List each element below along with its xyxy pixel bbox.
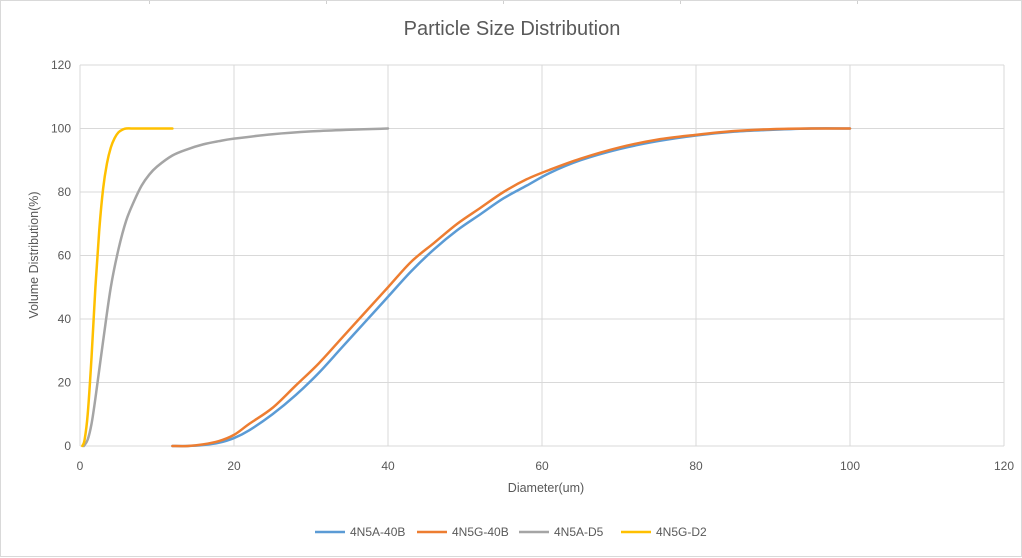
x-tick-label: 80: [689, 459, 703, 473]
y-tick-label: 20: [58, 376, 72, 390]
y-tick-label: 120: [51, 58, 71, 72]
x-tick-label: 60: [535, 459, 549, 473]
y-tick-label: 40: [58, 312, 72, 326]
legend-label: 4N5G-40B: [452, 525, 509, 539]
series-lines: [81, 127, 852, 448]
y-tick-label: 100: [51, 122, 71, 136]
y-axis-label: Volume Distribution(%): [27, 191, 41, 318]
x-tick-label: 20: [227, 459, 241, 473]
x-tick-label: 0: [77, 459, 84, 473]
series-line-4: [81, 127, 174, 448]
y-tick-label: 60: [58, 249, 72, 263]
legend-label: 4N5A-D5: [554, 525, 604, 539]
series-line-2: [171, 127, 852, 448]
legend: 4N5A-40B 4N5G-40B 4N5A-D5 4N5G-D2: [315, 525, 707, 539]
y-tick-label: 80: [58, 185, 72, 199]
legend-label: 4N5A-40B: [350, 525, 405, 539]
x-axis-label: Diameter(um): [508, 481, 584, 495]
series-line-3: [82, 127, 390, 448]
tick-labels: 0 20 40 60 80 100 120 0 20 40 60 80 100 120: [51, 58, 1014, 473]
x-tick-label: 40: [381, 459, 395, 473]
legend-label: 4N5G-D2: [656, 525, 707, 539]
gridlines: [79, 64, 1005, 447]
chart-title: Particle Size Distribution: [404, 18, 621, 40]
x-tick-label: 100: [840, 459, 860, 473]
y-tick-label: 0: [64, 439, 71, 453]
series-line-1: [171, 127, 852, 448]
top-border-ticks: [1, 1, 1022, 4]
x-tick-label: 120: [994, 459, 1014, 473]
